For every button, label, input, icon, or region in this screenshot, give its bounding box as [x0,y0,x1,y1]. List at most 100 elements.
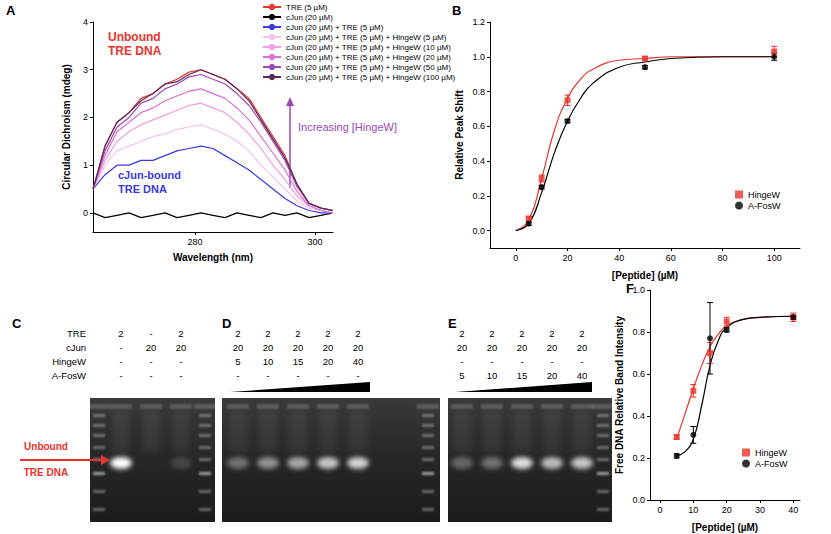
svg-text:C: C [12,316,22,331]
svg-text:20: 20 [562,253,572,263]
svg-text:-: - [119,356,122,367]
svg-text:-: - [460,356,463,367]
svg-text:20: 20 [233,342,244,353]
svg-text:20: 20 [547,370,558,381]
svg-text:40: 40 [614,253,624,263]
svg-text:0.4: 0.4 [632,411,645,421]
svg-text:0.6: 0.6 [632,369,645,379]
svg-text:A-FosW: A-FosW [748,201,781,211]
svg-text:2: 2 [118,328,123,339]
svg-text:2: 2 [549,328,554,339]
svg-text:-: - [326,370,329,381]
svg-text:0.0: 0.0 [472,226,485,236]
svg-text:-: - [490,356,493,367]
svg-text:20: 20 [547,342,558,353]
svg-text:0.8: 0.8 [472,87,485,97]
svg-text:-: - [119,370,122,381]
svg-text:10: 10 [263,356,274,367]
svg-text:Unbound: Unbound [108,30,161,44]
svg-text:-: - [236,370,239,381]
svg-text:20: 20 [263,342,274,353]
svg-text:20: 20 [487,342,498,353]
svg-text:E: E [448,316,457,331]
svg-text:20: 20 [323,342,334,353]
svg-text:-: - [149,356,152,367]
svg-text:B: B [452,3,461,18]
svg-text:-: - [550,356,553,367]
svg-text:20: 20 [293,342,304,353]
svg-text:A: A [6,3,16,18]
svg-text:cJun (20 µM) + TRE (5 µM) + Hi: cJun (20 µM) + TRE (5 µM) + HingeW (100 … [286,73,456,82]
svg-text:cJun (20 µM) + TRE (5 µM) + Hi: cJun (20 µM) + TRE (5 µM) + HingeW (50 µ… [286,63,451,72]
svg-text:-: - [296,370,299,381]
svg-text:20: 20 [722,505,732,515]
svg-text:cJun: cJun [66,342,86,353]
svg-text:1.2: 1.2 [472,17,485,27]
svg-text:0.8: 0.8 [632,327,645,337]
svg-text:A-FosW: A-FosW [755,459,788,469]
svg-text:0: 0 [83,208,88,218]
svg-text:TRE (5 µM): TRE (5 µM) [286,3,328,12]
svg-text:2: 2 [489,328,494,339]
svg-text:20: 20 [457,342,468,353]
svg-text:-: - [580,356,583,367]
svg-text:cJun (20 µM) + TRE (5 µM): cJun (20 µM) + TRE (5 µM) [286,23,384,32]
svg-text:80: 80 [717,253,727,263]
svg-text:cJun (20 µM) + TRE (5 µM) + Hi: cJun (20 µM) + TRE (5 µM) + HingeW (5 µM… [286,33,447,42]
svg-text:1.0: 1.0 [632,285,645,295]
svg-text:20: 20 [176,342,187,353]
svg-text:HingeW: HingeW [748,190,781,200]
svg-text:HingeW: HingeW [755,448,788,458]
svg-text:2: 2 [265,328,270,339]
svg-text:cJun (20 µM) + TRE (5 µM) + Hi: cJun (20 µM) + TRE (5 µM) + HingeW (20 µ… [286,53,451,62]
svg-text:100: 100 [767,253,782,263]
svg-text:5: 5 [235,356,240,367]
svg-text:0.2: 0.2 [632,453,645,463]
svg-text:0: 0 [513,253,518,263]
svg-text:Circular Dichroism (mdeg): Circular Dichroism (mdeg) [61,64,72,190]
svg-text:-: - [179,370,182,381]
svg-text:cJun (20 µM) + TRE (5 µM) + Hi: cJun (20 µM) + TRE (5 µM) + HingeW (10 µ… [286,43,451,52]
svg-text:2: 2 [519,328,524,339]
svg-text:2: 2 [325,328,330,339]
svg-text:20: 20 [323,356,334,367]
svg-text:-: - [520,356,523,367]
svg-text:-: - [119,342,122,353]
svg-text:20: 20 [577,342,588,353]
svg-text:cJun-bound: cJun-bound [118,169,181,181]
svg-text:2: 2 [579,328,584,339]
svg-text:0.0: 0.0 [632,495,645,505]
svg-text:1.0: 1.0 [472,52,485,62]
svg-text:cJun (20 µM): cJun (20 µM) [286,13,333,22]
svg-text:Unbound: Unbound [24,441,68,452]
svg-text:TRE DNA: TRE DNA [24,467,68,478]
svg-text:20: 20 [517,342,528,353]
svg-text:1: 1 [83,160,88,170]
svg-text:A-FosW: A-FosW [52,370,86,381]
svg-text:2: 2 [178,328,183,339]
svg-text:TRE DNA: TRE DNA [108,44,162,58]
svg-text:[Peptide] (µM): [Peptide] (µM) [612,270,678,281]
svg-text:30: 30 [755,505,765,515]
svg-text:2: 2 [83,112,88,122]
svg-text:0.2: 0.2 [472,191,485,201]
svg-text:20: 20 [353,342,364,353]
svg-text:Relative Peak Shift: Relative Peak Shift [454,90,465,180]
svg-text:TRE DNA: TRE DNA [118,183,167,195]
svg-text:280: 280 [187,237,202,247]
svg-text:20: 20 [146,342,157,353]
svg-text:60: 60 [666,253,676,263]
svg-text:2: 2 [295,328,300,339]
svg-text:2: 2 [459,328,464,339]
svg-text:-: - [266,370,269,381]
svg-text:Increasing [HingeW]: Increasing [HingeW] [298,121,397,133]
svg-text:-: - [149,328,152,339]
svg-text:15: 15 [517,370,528,381]
svg-text:HingeW: HingeW [52,356,86,367]
svg-text:Free DNA Relative Band Intensi: Free DNA Relative Band Intensity [614,316,625,474]
svg-text:40: 40 [788,505,798,515]
svg-text:-: - [179,356,182,367]
svg-text:0: 0 [657,505,662,515]
svg-text:Wavelength (nm): Wavelength (nm) [173,252,253,263]
svg-text:-: - [356,370,359,381]
